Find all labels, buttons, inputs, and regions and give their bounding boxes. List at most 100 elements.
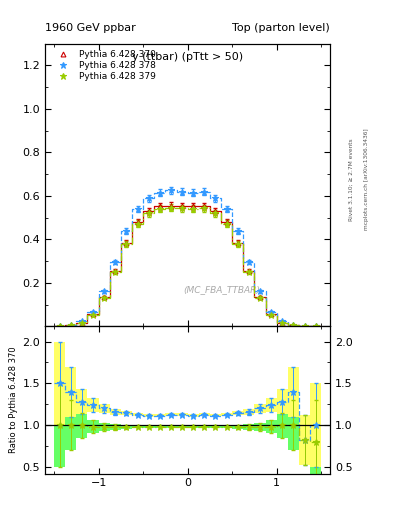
Pythia 6.428 370 (146, 208, 151, 214)
Pythia 6.428 370 (79, 319, 84, 326)
Line: Pythia 6.428 379: Pythia 6.428 379 (57, 205, 319, 329)
Bar (143, 414, 154, 417)
Pythia 6.428 379 (213, 210, 218, 217)
Pythia 6.428 378 (224, 206, 229, 212)
Bar (188, 414, 199, 417)
Pythia 6.428 378 (235, 228, 240, 234)
Legend: Pythia 6.428 370, Pythia 6.428 378, Pythia 6.428 379: Pythia 6.428 370, Pythia 6.428 378, Pyth… (50, 48, 157, 83)
Pythia 6.428 370 (246, 268, 251, 274)
Pythia 6.428 378 (124, 228, 129, 234)
Text: Top (parton level): Top (parton level) (232, 23, 330, 33)
Pythia 6.428 378 (213, 195, 218, 201)
Pythia 6.428 370 (213, 208, 218, 214)
Bar (54, 383, 65, 467)
Bar (132, 413, 143, 416)
Bar (54, 342, 65, 425)
Text: mcplots.cern.ch [arXiv:1306.3436]: mcplots.cern.ch [arXiv:1306.3436] (364, 129, 369, 230)
Bar (221, 425, 232, 428)
Bar (188, 425, 199, 428)
Text: 1960 GeV ppbar: 1960 GeV ppbar (45, 23, 136, 33)
Pythia 6.428 378 (135, 206, 140, 212)
Pythia 6.428 379 (68, 323, 73, 329)
Pythia 6.428 370 (302, 323, 307, 329)
Y-axis label: Ratio to Pythia 6.428 370: Ratio to Pythia 6.428 370 (9, 347, 18, 453)
Bar (110, 424, 121, 430)
Bar (210, 414, 221, 417)
Pythia 6.428 379 (135, 221, 140, 227)
Pythia 6.428 379 (79, 319, 84, 326)
Bar (210, 425, 221, 428)
Pythia 6.428 379 (269, 312, 274, 318)
Pythia 6.428 379 (258, 295, 263, 301)
Pythia 6.428 379 (180, 205, 184, 211)
Pythia 6.428 378 (269, 309, 274, 315)
Bar (288, 367, 299, 417)
Pythia 6.428 370 (91, 311, 95, 317)
Bar (121, 411, 132, 415)
Bar (299, 415, 310, 465)
Pythia 6.428 370 (224, 219, 229, 225)
Pythia 6.428 370 (280, 319, 285, 326)
Pythia 6.428 379 (124, 241, 129, 247)
Pythia 6.428 370 (202, 203, 207, 209)
Pythia 6.428 370 (180, 203, 184, 209)
Text: y (ttbar) (pTtt > 50): y (ttbar) (pTtt > 50) (132, 52, 243, 62)
Bar (243, 424, 254, 430)
Bar (254, 423, 266, 431)
Pythia 6.428 378 (68, 322, 73, 328)
Bar (299, 415, 310, 465)
Bar (176, 425, 188, 428)
Bar (243, 409, 254, 415)
Pythia 6.428 378 (79, 318, 84, 325)
Pythia 6.428 370 (269, 311, 274, 317)
Bar (310, 400, 321, 484)
Pythia 6.428 370 (191, 203, 196, 209)
Pythia 6.428 379 (246, 269, 251, 275)
Pythia 6.428 379 (280, 319, 285, 326)
Pythia 6.428 378 (158, 189, 162, 196)
Bar (277, 413, 288, 438)
Pythia 6.428 379 (113, 269, 118, 275)
Bar (65, 367, 76, 417)
Bar (165, 413, 176, 416)
Pythia 6.428 379 (57, 323, 62, 329)
Text: (MC_FBA_TTBAR): (MC_FBA_TTBAR) (184, 285, 260, 294)
Bar (121, 424, 132, 429)
Bar (65, 400, 76, 450)
Pythia 6.428 379 (102, 295, 107, 301)
Pythia 6.428 378 (102, 288, 107, 294)
Pythia 6.428 379 (146, 210, 151, 217)
Line: Pythia 6.428 370: Pythia 6.428 370 (57, 203, 318, 329)
Pythia 6.428 378 (202, 188, 207, 195)
Bar (76, 413, 88, 438)
Pythia 6.428 379 (224, 221, 229, 227)
Pythia 6.428 370 (291, 323, 296, 329)
Pythia 6.428 379 (291, 323, 296, 329)
Line: Pythia 6.428 378: Pythia 6.428 378 (57, 187, 319, 329)
Bar (99, 423, 110, 431)
Pythia 6.428 379 (302, 323, 307, 329)
Pythia 6.428 379 (235, 241, 240, 247)
Pythia 6.428 378 (313, 323, 318, 329)
Bar (76, 389, 88, 414)
Bar (232, 411, 243, 415)
Bar (277, 389, 288, 414)
Pythia 6.428 378 (113, 259, 118, 265)
Bar (266, 420, 277, 433)
Bar (154, 414, 165, 417)
Bar (88, 398, 99, 412)
Pythia 6.428 378 (169, 187, 173, 194)
Pythia 6.428 379 (158, 205, 162, 211)
Pythia 6.428 378 (291, 322, 296, 328)
Pythia 6.428 370 (68, 323, 73, 329)
Bar (232, 424, 243, 429)
Bar (88, 420, 99, 433)
Pythia 6.428 370 (169, 203, 173, 209)
Pythia 6.428 379 (313, 323, 318, 329)
Bar (99, 404, 110, 413)
Pythia 6.428 370 (158, 203, 162, 209)
Pythia 6.428 370 (102, 294, 107, 300)
Pythia 6.428 378 (146, 195, 151, 201)
Bar (143, 425, 154, 428)
Bar (132, 425, 143, 428)
